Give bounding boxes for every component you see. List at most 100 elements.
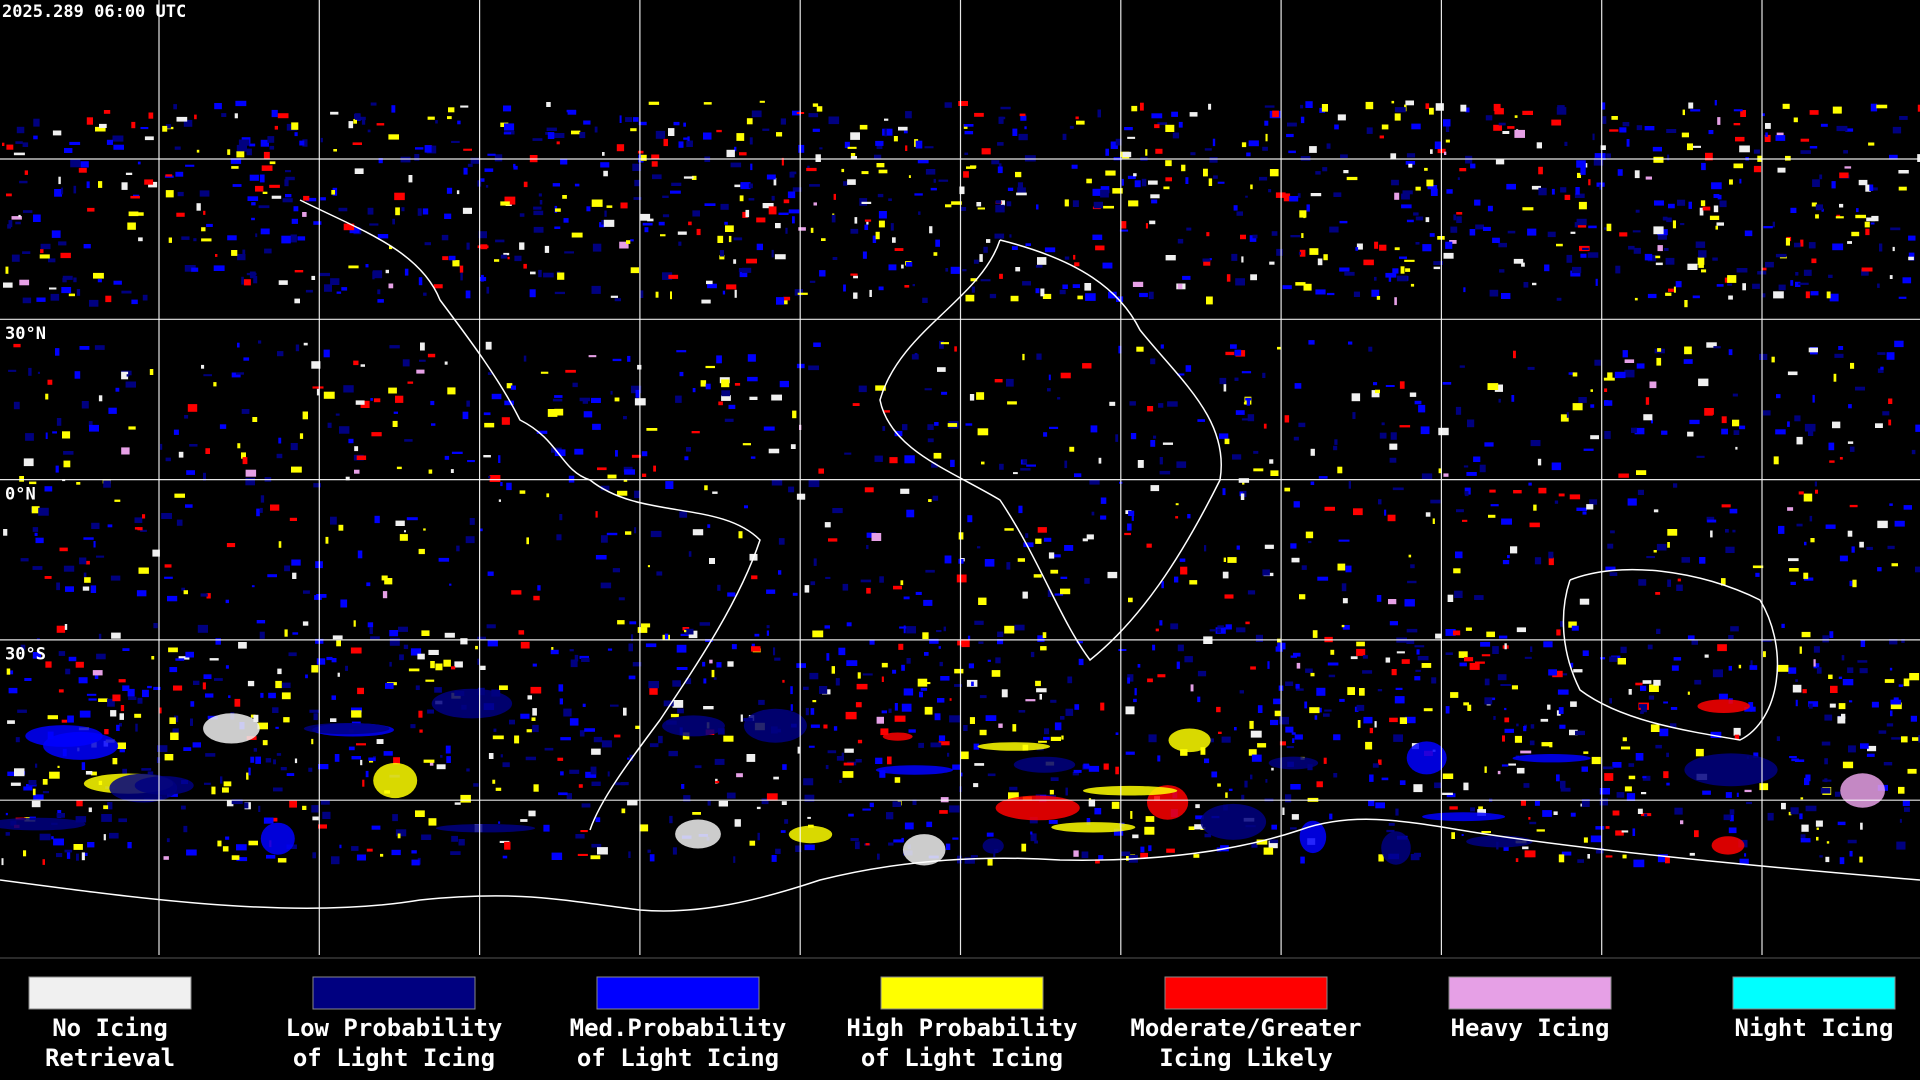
- icing-pixel: [1808, 429, 1814, 436]
- icing-pixel: [1076, 641, 1083, 644]
- icing-pixel: [1406, 153, 1416, 158]
- icing-pixel: [1217, 181, 1225, 184]
- icing-pixel: [58, 651, 66, 656]
- icing-pixel: [884, 118, 889, 121]
- icing-pixel: [808, 745, 815, 748]
- icing-pixel: [1378, 854, 1384, 862]
- icing-pixel: [1841, 655, 1845, 661]
- icing-pixel: [1502, 560, 1510, 565]
- icing-pixel: [771, 249, 774, 258]
- icing-pixel: [1604, 400, 1613, 406]
- icing-pixel: [354, 168, 364, 174]
- icing-pixel: [389, 661, 392, 667]
- icing-pixel: [392, 420, 398, 427]
- icing-pixel: [1733, 109, 1743, 112]
- icing-pixel: [1390, 153, 1397, 159]
- icing-pixel: [987, 773, 996, 777]
- icing-pixel: [699, 622, 710, 626]
- icing-pixel: [581, 657, 590, 662]
- icing-pixel: [1407, 580, 1417, 584]
- icing-pixel: [826, 653, 830, 661]
- icing-pixel: [977, 428, 989, 436]
- icing-pixel: [978, 641, 984, 644]
- icing-pixel: [489, 475, 501, 482]
- icing-pixel: [335, 413, 340, 416]
- icing-pixel: [1667, 579, 1671, 587]
- icing-pixel: [947, 423, 958, 427]
- timestamp: 2025.289 06:00 UTC: [2, 2, 186, 22]
- icing-pixel: [1128, 597, 1133, 603]
- icing-pixel: [222, 787, 229, 793]
- icing-pixel: [1763, 226, 1773, 229]
- icing-pixel: [1811, 202, 1817, 207]
- icing-pixel: [423, 759, 435, 763]
- icing-pixel: [1069, 446, 1075, 452]
- icing-pixel: [1381, 124, 1389, 130]
- icing-pixel: [214, 678, 223, 681]
- icing-pixel: [848, 813, 854, 817]
- icing-pixel: [724, 221, 728, 225]
- icing-pixel: [1304, 701, 1308, 709]
- icing-pixel: [780, 118, 786, 125]
- icing-pixel: [688, 551, 692, 557]
- icing-pixel: [1064, 199, 1069, 207]
- icing-pixel: [1607, 543, 1614, 549]
- icing-pixel: [128, 211, 139, 217]
- icing-pixel: [1670, 707, 1678, 710]
- icing-pixel: [356, 743, 366, 746]
- icing-pixel: [215, 638, 221, 645]
- icing-pixel: [821, 238, 826, 241]
- icing-pixel: [1886, 723, 1894, 727]
- icing-pixel: [478, 231, 487, 239]
- icing-pixel: [883, 410, 890, 413]
- icing-pixel: [1194, 824, 1203, 830]
- icing-pixel: [408, 668, 420, 672]
- icing-pixel: [244, 802, 249, 809]
- icing-pixel: [1036, 204, 1039, 210]
- icing-pixel: [495, 239, 505, 243]
- icing-pixel: [621, 808, 626, 814]
- icing-pixel: [201, 238, 212, 242]
- icing-pixel: [1642, 776, 1647, 779]
- icing-pixel: [1036, 688, 1047, 693]
- icing-pixel: [965, 294, 975, 302]
- icing-pixel: [133, 194, 140, 197]
- icing-pixel: [98, 181, 103, 188]
- icing-pixel: [151, 656, 155, 660]
- icing-pixel: [944, 555, 952, 564]
- icing-pixel: [1883, 762, 1893, 766]
- icing-pixel: [1713, 346, 1721, 349]
- icing-pixel: [1090, 425, 1098, 433]
- icing-pixel: [533, 226, 544, 233]
- icing-pixel: [1570, 701, 1577, 707]
- icing-pixel: [1171, 111, 1178, 117]
- icing-pixel: [670, 713, 679, 718]
- icing-pixel: [1402, 190, 1413, 195]
- icing-pixel: [1851, 546, 1855, 553]
- icing-pixel: [813, 202, 817, 206]
- icing-pixel: [1084, 578, 1090, 584]
- icing-pixel: [345, 665, 348, 671]
- icing-pixel: [64, 624, 68, 630]
- icing-pixel: [83, 572, 87, 578]
- icing-pixel: [531, 717, 536, 721]
- icing-pixel: [1877, 368, 1884, 373]
- icing-pixel: [1661, 430, 1668, 435]
- icing-pixel: [1889, 639, 1898, 645]
- icing-pixel: [272, 707, 279, 713]
- icing-pixel: [1716, 222, 1724, 226]
- icing-pixel: [787, 191, 796, 199]
- icing-pixel: [261, 165, 273, 171]
- icing-pixel: [1308, 540, 1312, 544]
- icing-pixel: [487, 571, 494, 576]
- icing-pixel: [1389, 621, 1398, 626]
- icing-pixel: [1556, 297, 1562, 301]
- icing-pixel: [1800, 834, 1806, 840]
- icing-pixel: [308, 767, 313, 772]
- icing-pixel: [672, 700, 684, 708]
- icing-pixel: [1605, 566, 1616, 571]
- icing-pixel: [84, 577, 91, 583]
- icing-pixel: [1856, 208, 1859, 213]
- icing-pixel: [712, 491, 718, 494]
- icing-pixel: [1339, 220, 1348, 224]
